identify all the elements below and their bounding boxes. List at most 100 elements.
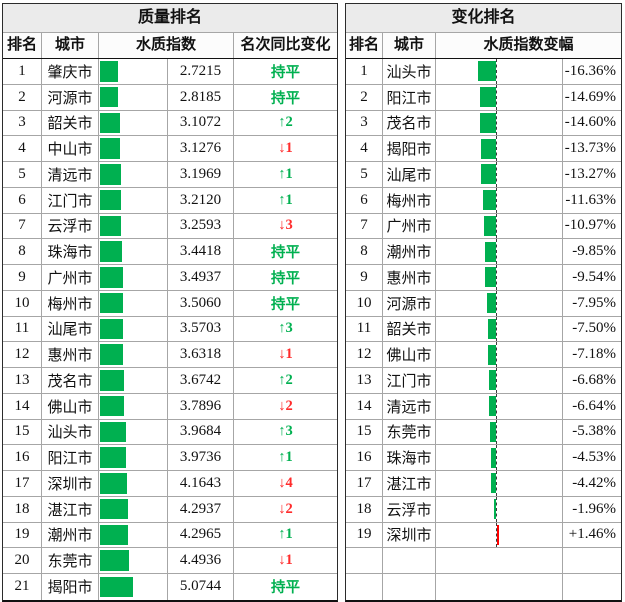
city-cell[interactable]: 佛山市	[383, 342, 436, 367]
index-value-cell[interactable]: 3.4937	[168, 265, 234, 290]
change-bar-cell[interactable]	[436, 368, 563, 393]
rank-change-cell[interactable]: ↓1	[278, 552, 293, 569]
rank-change-cell[interactable]: ↓2	[278, 397, 293, 414]
rank-cell[interactable]	[346, 548, 383, 573]
change-value-cell[interactable]: -7.18%	[572, 346, 616, 363]
index-value-cell[interactable]: 3.7896	[168, 393, 234, 419]
index-bar-cell[interactable]	[99, 84, 168, 110]
city-cell[interactable]	[383, 574, 436, 600]
city-cell[interactable]: 梅州市	[383, 187, 436, 213]
change-bar-cell[interactable]	[436, 522, 563, 548]
rank-cell[interactable]: 5	[346, 162, 383, 187]
index-value-cell[interactable]: 3.6742	[168, 368, 234, 393]
rank-change-cell[interactable]: ↑3	[278, 423, 293, 440]
change-value-cell[interactable]	[563, 574, 621, 600]
change-value-cell[interactable]: -14.60%	[564, 114, 616, 131]
change-value-cell[interactable]: -9.85%	[572, 243, 616, 260]
index-value-cell[interactable]: 4.2937	[168, 496, 234, 522]
index-value-cell[interactable]: 3.9684	[168, 419, 234, 445]
right-col-header-change[interactable]: 水质指数变幅	[483, 37, 574, 53]
change-bar-cell[interactable]	[436, 265, 563, 290]
rank-change-cell[interactable]: ↓2	[278, 500, 293, 517]
city-cell[interactable]: 广州市	[42, 265, 99, 290]
rank-cell[interactable]: 14	[346, 393, 383, 419]
rank-cell[interactable]: 2	[346, 84, 383, 110]
index-bar-cell[interactable]	[99, 290, 168, 316]
rank-cell[interactable]: 3	[346, 110, 383, 136]
change-value-cell[interactable]: -7.50%	[572, 320, 616, 337]
change-bar-cell[interactable]	[436, 187, 563, 213]
change-bar-cell[interactable]	[436, 59, 563, 84]
city-cell[interactable]: 汕头市	[383, 59, 436, 84]
city-cell[interactable]: 珠海市	[383, 445, 436, 470]
rank-change-cell[interactable]: ↑2	[278, 371, 293, 388]
rank-cell[interactable]: 16	[346, 445, 383, 470]
change-bar-cell[interactable]	[436, 316, 563, 342]
rank-cell[interactable]: 12	[3, 342, 42, 367]
city-cell[interactable]: 河源市	[42, 84, 99, 110]
city-cell[interactable]: 汕头市	[42, 419, 99, 445]
change-value-cell[interactable]: -4.42%	[572, 474, 616, 491]
city-cell[interactable]: 广州市	[383, 213, 436, 239]
rank-change-cell[interactable]: ↑1	[278, 165, 293, 182]
rank-cell[interactable]	[346, 574, 383, 600]
city-cell[interactable]: 佛山市	[42, 393, 99, 419]
city-cell[interactable]: 潮州市	[383, 239, 436, 264]
index-value-cell[interactable]: 5.0744	[168, 574, 234, 600]
index-bar-cell[interactable]	[99, 136, 168, 161]
change-value-cell[interactable]: -6.68%	[572, 371, 616, 388]
rank-cell[interactable]: 9	[3, 265, 42, 290]
rank-cell[interactable]: 11	[346, 316, 383, 342]
city-cell[interactable]: 汕尾市	[42, 316, 99, 342]
rank-change-cell[interactable]: ↑3	[278, 320, 293, 337]
change-bar-cell[interactable]	[436, 496, 563, 522]
rank-cell[interactable]: 6	[346, 187, 383, 213]
city-cell[interactable]: 江门市	[383, 368, 436, 393]
rank-cell[interactable]: 1	[346, 59, 383, 84]
rank-change-cell[interactable]: ↓3	[278, 217, 293, 234]
index-value-cell[interactable]: 3.9736	[168, 445, 234, 470]
index-bar-cell[interactable]	[99, 471, 168, 496]
city-cell[interactable]: 湛江市	[383, 471, 436, 496]
change-bar-cell[interactable]	[436, 239, 563, 264]
city-cell[interactable]: 潮州市	[42, 522, 99, 548]
change-bar-cell[interactable]	[436, 136, 563, 161]
left-col-header-rank-change[interactable]: 名次同比变化	[240, 37, 331, 53]
index-value-cell[interactable]: 3.2120	[168, 187, 234, 213]
city-cell[interactable]: 梅州市	[42, 290, 99, 316]
index-value-cell[interactable]: 4.1643	[168, 471, 234, 496]
index-bar-cell[interactable]	[99, 162, 168, 187]
change-value-cell[interactable]: -7.95%	[572, 294, 616, 311]
rank-cell[interactable]: 10	[346, 290, 383, 316]
city-cell[interactable]: 阳江市	[383, 84, 436, 110]
change-value-cell[interactable]: -4.53%	[572, 449, 616, 466]
rank-change-cell[interactable]: ↓1	[278, 346, 293, 363]
index-value-cell[interactable]: 3.6318	[168, 342, 234, 367]
rank-cell[interactable]: 5	[3, 162, 42, 187]
change-value-cell[interactable]: -10.97%	[564, 217, 616, 234]
rank-cell[interactable]: 4	[346, 136, 383, 161]
rank-cell[interactable]: 4	[3, 136, 42, 161]
index-bar-cell[interactable]	[99, 110, 168, 136]
index-bar-cell[interactable]	[99, 187, 168, 213]
city-cell[interactable]: 惠州市	[383, 265, 436, 290]
rank-change-cell[interactable]: ↑1	[278, 449, 293, 466]
change-value-cell[interactable]: -1.96%	[572, 500, 616, 517]
rank-change-cell[interactable]: ↑1	[278, 191, 293, 208]
rank-cell[interactable]: 3	[3, 110, 42, 136]
rank-change-cell[interactable]: 持平	[271, 270, 300, 287]
rank-cell[interactable]: 2	[3, 84, 42, 110]
city-cell[interactable]: 揭阳市	[383, 136, 436, 161]
rank-cell[interactable]: 17	[3, 471, 42, 496]
change-value-cell[interactable]: -13.73%	[564, 140, 616, 157]
change-bar-cell[interactable]	[436, 548, 563, 573]
index-bar-cell[interactable]	[99, 419, 168, 445]
index-value-cell[interactable]: 3.4418	[168, 239, 234, 264]
right-col-header-rank[interactable]: 排名	[346, 33, 383, 58]
city-cell[interactable]: 肇庆市	[42, 59, 99, 84]
rank-change-cell[interactable]: 持平	[271, 245, 300, 262]
index-bar-cell[interactable]	[99, 393, 168, 419]
rank-cell[interactable]: 18	[3, 496, 42, 522]
change-bar-cell[interactable]	[436, 213, 563, 239]
change-value-cell[interactable]: -13.27%	[564, 165, 616, 182]
